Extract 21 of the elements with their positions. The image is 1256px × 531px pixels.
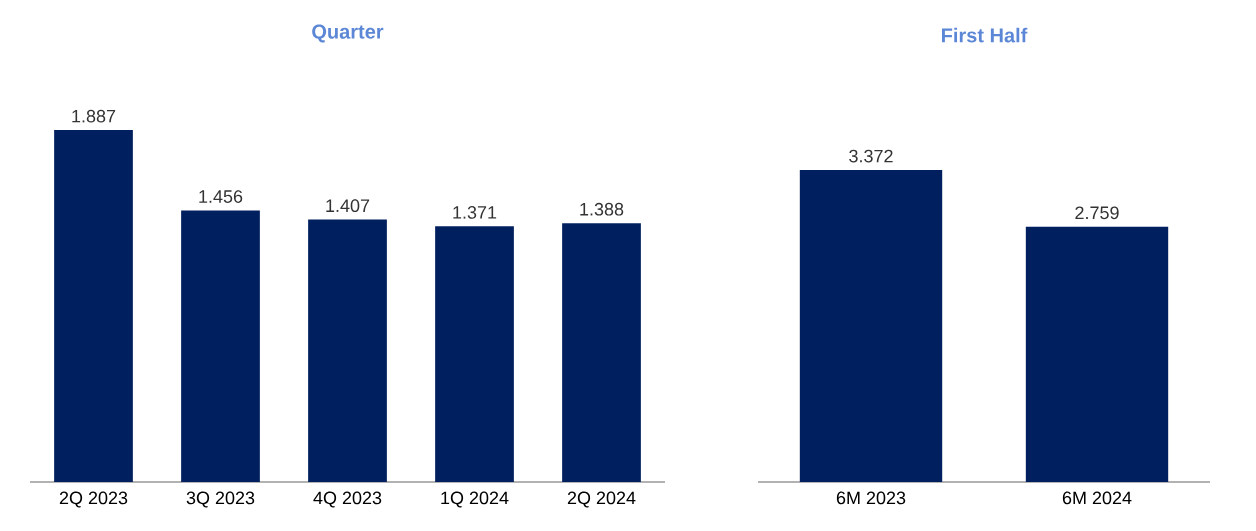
x-tick-label: 6M 2023 [836,491,906,505]
x-tick-label: 1Q 2024 [441,491,509,508]
data-label: 3.372 [849,149,893,163]
chart-title: Quarter [312,24,384,43]
x-tick-label: 4Q 2023 [313,491,382,508]
bar [562,223,641,482]
x-tick-label: 6M 2024 [1062,491,1132,505]
chart-title: First Half [942,27,1028,43]
bar [308,219,387,482]
bar [54,130,133,482]
data-label: 1.456 [199,190,243,203]
data-label: 1.407 [326,199,370,213]
data-label: 1.371 [453,206,497,219]
bar [435,226,514,482]
data-label: 1.887 [72,109,116,123]
x-tick-label: 2Q 2023 [59,491,128,508]
x-tick-label: 2Q 2024 [567,491,636,508]
x-tick-label: 3Q 2023 [186,491,255,508]
bar [181,210,260,482]
data-label: 1.388 [580,202,624,216]
data-label: 2.759 [1075,206,1119,220]
